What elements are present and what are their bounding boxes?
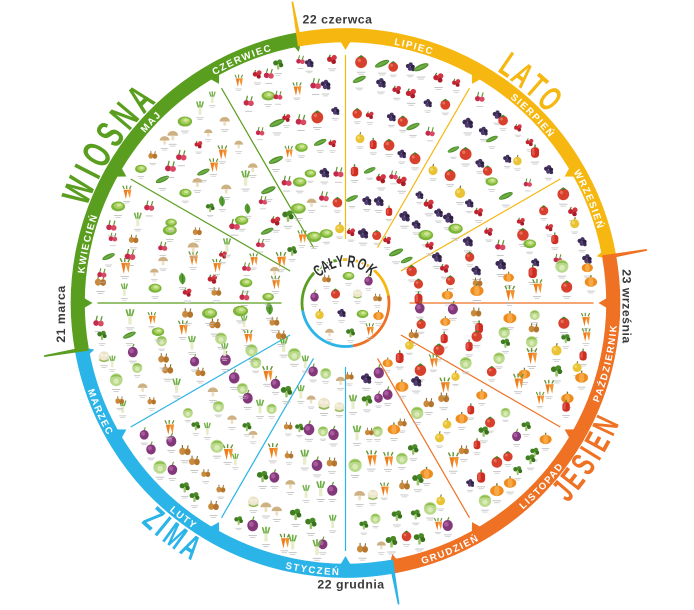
svg-text:22 grudnia: 22 grudnia	[317, 578, 384, 592]
svg-text:22 czerwca: 22 czerwca	[303, 13, 373, 27]
svg-text:21 marca: 21 marca	[54, 285, 68, 342]
svg-text:23 września: 23 września	[620, 269, 634, 344]
